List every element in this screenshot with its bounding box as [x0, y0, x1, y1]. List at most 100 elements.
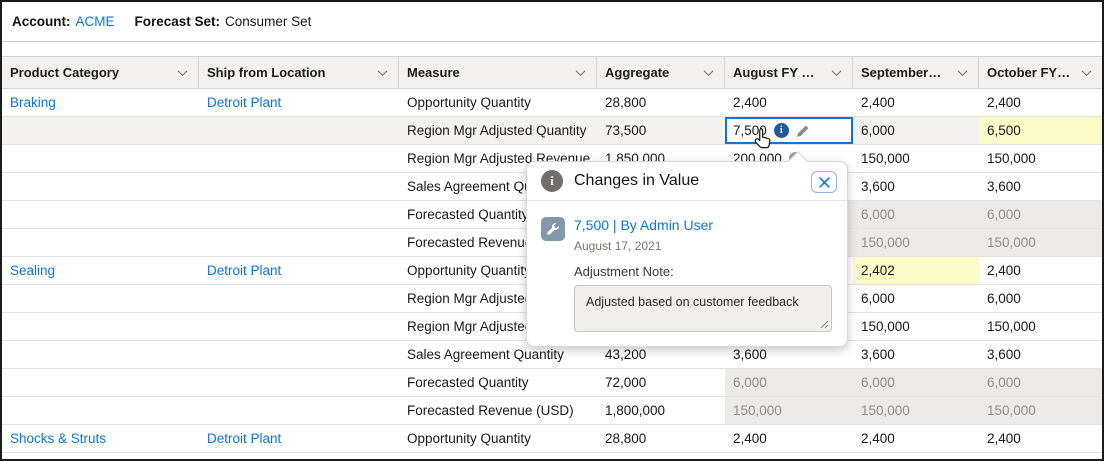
october-cell[interactable]: 150,000	[987, 151, 1036, 166]
september-cell[interactable]: 6,000	[861, 291, 895, 306]
september-cell[interactable]: 3,600	[861, 347, 895, 362]
adjustment-note-text: Adjusted based on customer feedback	[586, 295, 799, 309]
september-cell[interactable]: 2,400	[861, 95, 895, 110]
ship-from-link[interactable]: Detroit Plant	[207, 431, 282, 446]
chevron-down-icon[interactable]	[703, 66, 714, 77]
aggregate-cell[interactable]: 1,800,000	[605, 403, 666, 418]
ship-from-cell	[199, 397, 399, 424]
ship-from-cell: Detroit Plant	[199, 257, 399, 284]
chevron-down-icon[interactable]	[957, 66, 968, 77]
close-button[interactable]	[811, 171, 837, 193]
october-cell-readonly: 6,000	[979, 201, 1102, 228]
august-cell[interactable]: 2,400	[733, 95, 767, 110]
product-category-cell	[2, 201, 199, 228]
resize-handle-icon[interactable]	[820, 320, 829, 329]
september-cell-adjusted[interactable]: 2,402	[853, 257, 979, 284]
edit-pencil-icon[interactable]	[796, 124, 810, 138]
measure-cell: Opportunity Quantity	[407, 431, 531, 446]
measure-cell: Opportunity Quantity	[407, 263, 531, 278]
column-header-product-category[interactable]: Product Category	[2, 57, 199, 88]
adjustment-note-label: Adjustment Note:	[574, 264, 674, 279]
info-icon: i	[541, 170, 563, 192]
ship-from-cell	[199, 117, 399, 144]
september-cell[interactable]: 6,000	[853, 117, 979, 144]
september-cell[interactable]: 150,000	[861, 151, 910, 166]
measure-cell: Sales Agreement Quantity	[407, 179, 564, 194]
account-link[interactable]: ACME	[75, 14, 115, 29]
chevron-down-icon[interactable]	[1081, 66, 1092, 77]
measure-cell: Forecasted Revenue (USD)	[407, 403, 574, 418]
popover-body: 7,500 | By Admin User August 17, 2021 Ad…	[527, 201, 847, 346]
chevron-down-icon[interactable]	[377, 66, 388, 77]
changes-in-value-popover: i Changes in Value 7,500 | By Admin User…	[526, 151, 848, 347]
ship-from-link[interactable]: Detroit Plant	[207, 95, 282, 110]
october-cell-readonly: 150,000	[979, 229, 1102, 256]
product-category-link[interactable]: Sealing	[10, 263, 56, 278]
table-row: Forecasted Quantity 72,000 6,000 6,000 6…	[2, 369, 1102, 397]
september-cell[interactable]: 2,400	[861, 431, 895, 446]
ship-from-cell	[199, 369, 399, 396]
chevron-down-icon[interactable]	[177, 66, 188, 77]
aggregate-cell[interactable]: 43,200	[605, 347, 647, 362]
ship-from-cell	[199, 285, 399, 312]
august-cell-readonly: 150,000	[725, 397, 853, 424]
cell-value: 7,500	[733, 123, 767, 138]
column-header-october[interactable]: October FY…	[979, 57, 1102, 88]
table-header-row: Product Category Ship from Location Meas…	[2, 56, 1102, 89]
column-header-ship-from-location[interactable]: Ship from Location	[199, 57, 399, 88]
ship-from-cell: Detroit Plant	[199, 425, 399, 452]
september-cell[interactable]: 150,000	[861, 319, 910, 334]
column-header-measure[interactable]: Measure	[399, 57, 597, 88]
chevron-down-icon[interactable]	[575, 66, 586, 77]
september-cell[interactable]: 3,600	[861, 179, 895, 194]
october-cell[interactable]: 6,000	[987, 291, 1021, 306]
october-cell-readonly: 150,000	[979, 397, 1102, 424]
product-category-cell	[2, 369, 199, 396]
october-cell[interactable]: 150,000	[987, 319, 1036, 334]
product-category-cell: Shocks & Struts	[2, 425, 199, 452]
aggregate-cell[interactable]: 28,800	[605, 95, 647, 110]
column-header-september[interactable]: September…	[853, 57, 979, 88]
info-icon[interactable]: i	[773, 123, 789, 138]
september-cell-readonly: 6,000	[853, 201, 979, 228]
product-category-link[interactable]: Braking	[10, 95, 56, 110]
october-cell-adjusted[interactable]: 6,500	[979, 117, 1102, 144]
ship-from-link[interactable]: Detroit Plant	[207, 263, 282, 278]
october-cell[interactable]: 2,400	[987, 263, 1021, 278]
product-category-link[interactable]: Shocks & Struts	[10, 431, 107, 446]
measure-cell: Forecasted Quantity	[407, 375, 529, 390]
aggregate-cell[interactable]: 73,500	[597, 117, 725, 144]
august-cell[interactable]: 2,400	[733, 431, 767, 446]
october-cell[interactable]: 3,600	[987, 179, 1021, 194]
aggregate-cell[interactable]: 28,800	[605, 431, 647, 446]
ship-from-cell	[199, 229, 399, 256]
aggregate-cell[interactable]: 72,000	[605, 375, 647, 390]
ship-from-cell	[199, 341, 399, 368]
forecast-set-value: Consumer Set	[225, 14, 312, 29]
table-row: Region Mgr Adjusted Quantity 73,500 7,50…	[2, 117, 1102, 145]
august-cell[interactable]: 3,600	[733, 347, 767, 362]
august-cell-readonly: 6,000	[725, 369, 853, 396]
chevron-down-icon[interactable]	[831, 66, 842, 77]
october-cell[interactable]: 3,600	[987, 347, 1021, 362]
column-header-aggregate[interactable]: Aggregate	[597, 57, 725, 88]
adjustment-date: August 17, 2021	[574, 239, 662, 253]
ship-from-cell: Detroit Plant	[199, 89, 399, 116]
table-row: Sales Agreement Quantity 43,200 3,600 3,…	[2, 341, 1102, 369]
adjustment-entry-link[interactable]: 7,500 | By Admin User	[574, 217, 714, 233]
measure-cell: Sales Agreement Quantity	[407, 347, 564, 362]
popover-title: Changes in Value	[574, 172, 700, 189]
october-cell[interactable]: 2,400	[987, 95, 1021, 110]
account-bar: Account: ACME Forecast Set: Consumer Set	[2, 2, 1102, 42]
product-category-cell: Braking	[2, 89, 199, 116]
table-row: Forecasted Revenue (USD) 1,800,000 150,0…	[2, 397, 1102, 425]
ship-from-cell	[199, 313, 399, 340]
selected-august-cell[interactable]: 7,500 i	[725, 117, 853, 144]
forecast-set-label: Forecast Set:	[134, 14, 221, 29]
adjustment-wrench-icon	[541, 217, 565, 241]
october-cell[interactable]: 2,400	[987, 431, 1021, 446]
product-category-cell	[2, 117, 199, 144]
adjustment-note-textarea[interactable]: Adjusted based on customer feedback	[574, 285, 832, 332]
column-header-august[interactable]: August FY …	[725, 57, 853, 88]
